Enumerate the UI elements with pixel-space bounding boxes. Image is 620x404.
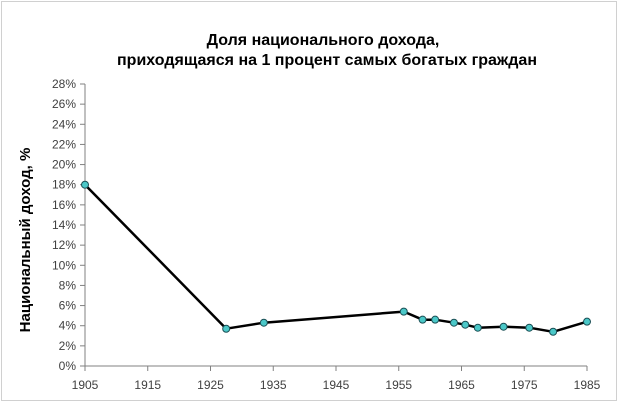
y-axis-label: Национальный доход, % (17, 148, 34, 333)
y-tick-labels: 0% 2% 4% 6% 8% 10% 12% 14% 16% 18% 20% 22% 24% 26% 28% (52, 77, 76, 373)
data-point (259, 318, 268, 327)
y-tick-label: 4% (59, 319, 77, 333)
x-tick-label: 1985 (574, 378, 601, 392)
data-point (461, 320, 470, 329)
data-point (431, 315, 440, 324)
y-tick-label: 8% (59, 278, 77, 292)
data-point (499, 322, 508, 331)
data-point (473, 323, 482, 332)
data-point (222, 324, 231, 333)
chart-title-line-1: Доля национального дохода, (207, 32, 440, 49)
y-tick-label: 26% (52, 97, 76, 111)
data-point (449, 318, 458, 327)
y-tick-label: 0% (59, 359, 77, 373)
y-tick-label: 10% (52, 258, 76, 272)
y-tick-label: 20% (52, 158, 76, 172)
y-tick-label: 14% (52, 218, 76, 232)
data-point (549, 327, 558, 336)
series-layer (81, 180, 591, 336)
x-tick-label: 1945 (323, 378, 350, 392)
x-tick-labels: 1905 1915 1925 1935 1945 1955 1965 1975 1985 (72, 378, 601, 392)
y-tick-label: 2% (59, 339, 77, 353)
axes (80, 83, 588, 371)
x-tick-label: 1925 (197, 378, 224, 392)
x-tick-label: 1955 (385, 378, 412, 392)
data-point (525, 323, 534, 332)
x-tick-label: 1935 (260, 378, 287, 392)
data-point (399, 307, 408, 316)
x-tick-label: 1975 (511, 378, 538, 392)
data-point (418, 315, 427, 324)
y-tick-label: 12% (52, 238, 76, 252)
y-tick-label: 18% (52, 178, 76, 192)
data-point (583, 317, 591, 326)
x-tick-label: 1905 (72, 378, 99, 392)
x-tick-label: 1965 (448, 378, 475, 392)
y-tick-label: 24% (52, 117, 76, 131)
y-tick-label: 28% (52, 77, 76, 91)
chart-title-line-2: приходящаяся на 1 процент самых богатых … (117, 52, 537, 69)
series-line (84, 183, 588, 334)
data-point (81, 180, 89, 189)
x-tick-label: 1915 (134, 378, 161, 392)
y-tick-label: 22% (52, 137, 76, 151)
y-tick-label: 16% (52, 198, 76, 212)
y-tick-label: 6% (59, 299, 77, 313)
